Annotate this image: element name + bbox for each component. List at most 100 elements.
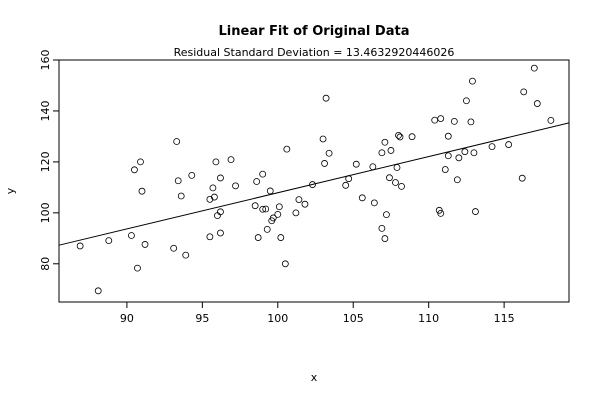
data-point (342, 181, 350, 189)
data-point (277, 234, 285, 241)
data-point (352, 160, 360, 168)
data-point (325, 149, 333, 157)
data-point (383, 211, 390, 219)
data-point (435, 206, 443, 214)
data-point (211, 193, 218, 201)
data-point (206, 233, 214, 241)
data-point (217, 174, 224, 182)
data-point (408, 133, 416, 141)
data-point (281, 260, 289, 268)
y-tick-label: 140 (39, 100, 52, 121)
fit-line-layer (58, 122, 570, 246)
data-point (378, 224, 386, 232)
data-point (128, 232, 135, 239)
data-point (441, 166, 449, 173)
data-point (254, 234, 262, 241)
data-point (386, 174, 393, 182)
data-point (295, 196, 303, 203)
x-tick-label: 110 (418, 312, 439, 325)
data-point (472, 208, 479, 215)
data-point (378, 149, 386, 157)
data-point (444, 152, 452, 160)
data-point (398, 182, 405, 190)
data-point (470, 149, 478, 157)
x-tick-label: 105 (343, 312, 364, 325)
data-point (381, 235, 389, 242)
y-tick-label: 120 (39, 151, 52, 172)
y-tick-label: 80 (39, 257, 52, 271)
data-point (319, 135, 327, 143)
data-point (520, 88, 528, 96)
data-points (76, 64, 555, 295)
data-point (94, 287, 102, 295)
data-point (170, 244, 178, 252)
data-point (396, 133, 404, 141)
data-point (174, 177, 182, 185)
data-point (262, 205, 270, 213)
data-point (217, 229, 224, 237)
chart-subtitle: Residual Standard Deviation = 13.4632920… (174, 46, 455, 59)
data-point (212, 158, 220, 166)
data-point (518, 174, 526, 182)
data-point (182, 251, 190, 259)
x-tick-label: 100 (267, 312, 288, 325)
data-point (533, 100, 541, 107)
data-point (214, 212, 221, 220)
x-axis-label: x (311, 371, 318, 384)
data-point (232, 182, 239, 190)
data-point (309, 181, 316, 188)
data-point (505, 141, 513, 148)
data-point (345, 175, 353, 183)
data-point (437, 209, 445, 217)
data-point (301, 200, 309, 208)
data-point (387, 147, 395, 154)
data-point (275, 203, 283, 211)
plot-frame (58, 59, 570, 303)
data-point (209, 184, 217, 192)
data-point (321, 160, 328, 167)
data-point (137, 158, 144, 166)
fit-line (58, 122, 570, 246)
data-point (269, 214, 277, 222)
data-point (530, 64, 538, 72)
data-point (266, 187, 274, 195)
data-point (76, 242, 84, 250)
data-point (131, 166, 138, 174)
y-axis-label: y (4, 187, 17, 194)
data-point (444, 132, 452, 140)
data-point (455, 154, 463, 162)
data-point (217, 208, 224, 216)
data-point (173, 138, 181, 145)
x-tick-label: 95 (195, 312, 209, 325)
data-point (370, 199, 378, 207)
data-point (227, 156, 235, 164)
axis-ticks: 90 95 100 105 110 115 80 100 120 140 160 (39, 50, 515, 326)
data-point (253, 178, 261, 185)
data-point (141, 241, 149, 248)
data-point (461, 148, 469, 156)
y-tick-label: 160 (39, 50, 52, 71)
data-point (251, 202, 259, 210)
chart-title: Linear Fit of Original Data (219, 24, 410, 39)
data-point (322, 94, 330, 102)
data-point (437, 115, 445, 122)
data-point (547, 116, 555, 124)
data-point (381, 138, 389, 146)
data-point (283, 145, 291, 153)
data-point (469, 77, 476, 85)
data-point (395, 132, 402, 139)
data-point (259, 170, 267, 178)
data-point (392, 179, 399, 186)
data-point (134, 264, 141, 272)
data-point (105, 237, 113, 245)
data-point (358, 194, 366, 202)
data-point (188, 171, 196, 179)
data-point (259, 205, 267, 213)
data-point (393, 164, 401, 171)
y-tick-label: 100 (39, 202, 52, 223)
data-point (177, 192, 185, 200)
data-point (467, 118, 475, 126)
data-point (488, 143, 496, 151)
data-point (263, 225, 271, 233)
